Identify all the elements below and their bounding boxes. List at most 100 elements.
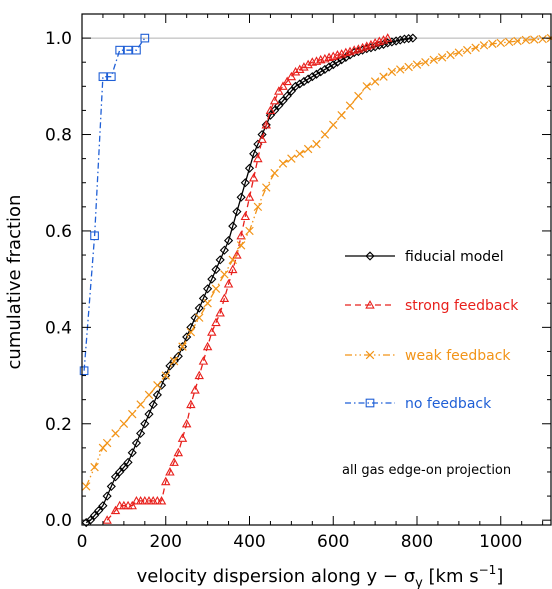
data-point [136, 400, 145, 409]
data-point-stroke [220, 270, 229, 279]
data-point [228, 221, 238, 231]
legend: fiducial model strong feedback weak feedba… [345, 249, 519, 412]
data-point [173, 447, 184, 457]
data-point [391, 36, 401, 46]
data-point [123, 45, 133, 55]
data-point [240, 211, 251, 221]
data-point [471, 43, 480, 52]
data-point-stroke [303, 144, 313, 154]
data-point [228, 264, 238, 274]
data-point-stroke [211, 284, 221, 294]
data-point [152, 390, 162, 400]
data-point [90, 231, 99, 241]
data-point [504, 37, 514, 47]
data-point [236, 230, 246, 240]
data-point [106, 481, 116, 492]
data-point [198, 293, 209, 304]
data-point [240, 178, 250, 188]
data-point [286, 86, 296, 96]
data-point [177, 342, 188, 352]
data-point-stroke [365, 350, 375, 360]
data-point [290, 81, 301, 91]
data-point [102, 491, 112, 501]
series-layer [79, 33, 552, 528]
legend-label: weak feedback [405, 348, 511, 364]
data-point [463, 45, 472, 55]
data-point [211, 317, 221, 327]
data-point [513, 36, 522, 46]
data-point [421, 57, 430, 67]
data-point [282, 91, 292, 101]
data-point [303, 74, 313, 84]
data-point [81, 482, 91, 491]
data-point-stroke [370, 77, 380, 86]
data-point [396, 65, 405, 74]
data-point [102, 438, 112, 448]
x-tick-label: 0 [77, 532, 88, 552]
data-point [156, 495, 167, 505]
data-point-stroke [136, 400, 145, 409]
data-point [269, 95, 280, 105]
data-point-stroke [270, 168, 279, 178]
data-point [207, 327, 217, 336]
data-point [194, 370, 204, 380]
legend-label: no feedback [405, 396, 492, 412]
plot-frame [81, 13, 552, 526]
data-point [488, 39, 497, 49]
series-line [106, 37, 388, 521]
data-point [228, 255, 237, 265]
axes-layer [81, 13, 552, 526]
data-point [144, 409, 154, 419]
data-point [115, 467, 125, 477]
data-point [311, 69, 322, 79]
data-point-stroke [329, 120, 338, 130]
data-point [90, 462, 99, 472]
x-axis-label-exponent: −1 [479, 563, 497, 577]
data-point [190, 385, 200, 394]
data-point-stroke [295, 149, 304, 159]
data-point-stroke [362, 82, 371, 91]
x-axis-label-subscript: y [415, 576, 423, 589]
data-point-stroke [169, 356, 179, 366]
data-point [274, 86, 284, 95]
data-point [127, 448, 137, 458]
data-point [89, 510, 100, 520]
y-tick-label: 0.8 [45, 126, 72, 146]
y-tick-label: 0.2 [45, 415, 72, 435]
data-point [119, 462, 129, 472]
data-point [299, 62, 309, 71]
y-tick-label: 0.4 [45, 318, 72, 338]
data-point [320, 64, 330, 75]
data-point [169, 457, 179, 466]
data-point [98, 501, 108, 511]
data-point [195, 313, 204, 322]
x-tick-label: 1000 [479, 532, 522, 552]
data-point [219, 245, 229, 255]
series-no-feedback [79, 33, 150, 376]
data-point [177, 433, 188, 442]
data-point-stroke [186, 327, 196, 337]
data-point [178, 342, 187, 351]
data-point-stroke [379, 72, 388, 81]
data-point [412, 60, 422, 69]
data-point [140, 33, 150, 43]
data-point [387, 67, 397, 77]
data-point [261, 119, 271, 129]
data-point [278, 159, 288, 168]
data-point [165, 467, 175, 476]
data-point [320, 130, 330, 139]
series-fiducial-model [81, 33, 418, 528]
data-point [123, 457, 133, 467]
series-strong-feedback [102, 33, 393, 524]
data-point [223, 279, 234, 288]
data-point [295, 149, 304, 159]
data-point [257, 134, 267, 143]
data-point-stroke [404, 62, 413, 72]
data-point [249, 149, 259, 159]
x-tick-label: 600 [317, 532, 349, 552]
data-point [161, 371, 170, 380]
data-point [295, 79, 305, 89]
data-point [362, 82, 371, 91]
data-point [94, 505, 104, 516]
data-point [295, 64, 305, 74]
